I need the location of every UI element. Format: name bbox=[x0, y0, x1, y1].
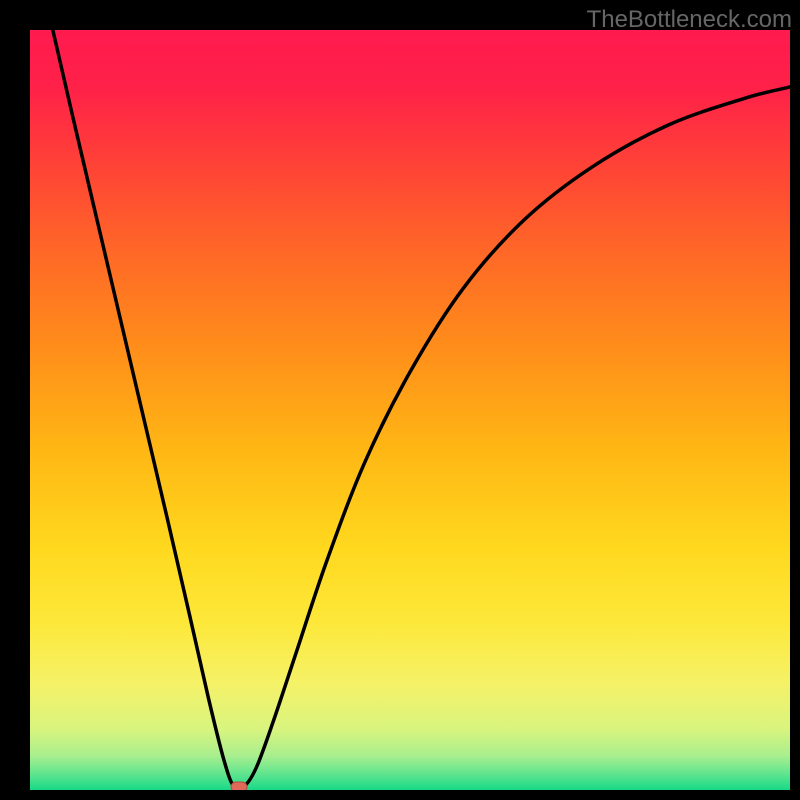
gradient-background bbox=[30, 30, 790, 790]
watermark-text: TheBottleneck.com bbox=[587, 6, 792, 34]
optimal-point-marker bbox=[231, 782, 247, 790]
chart-svg bbox=[30, 30, 790, 790]
chart-container: TheBottleneck.com bbox=[0, 0, 800, 800]
plot-area bbox=[30, 30, 790, 790]
